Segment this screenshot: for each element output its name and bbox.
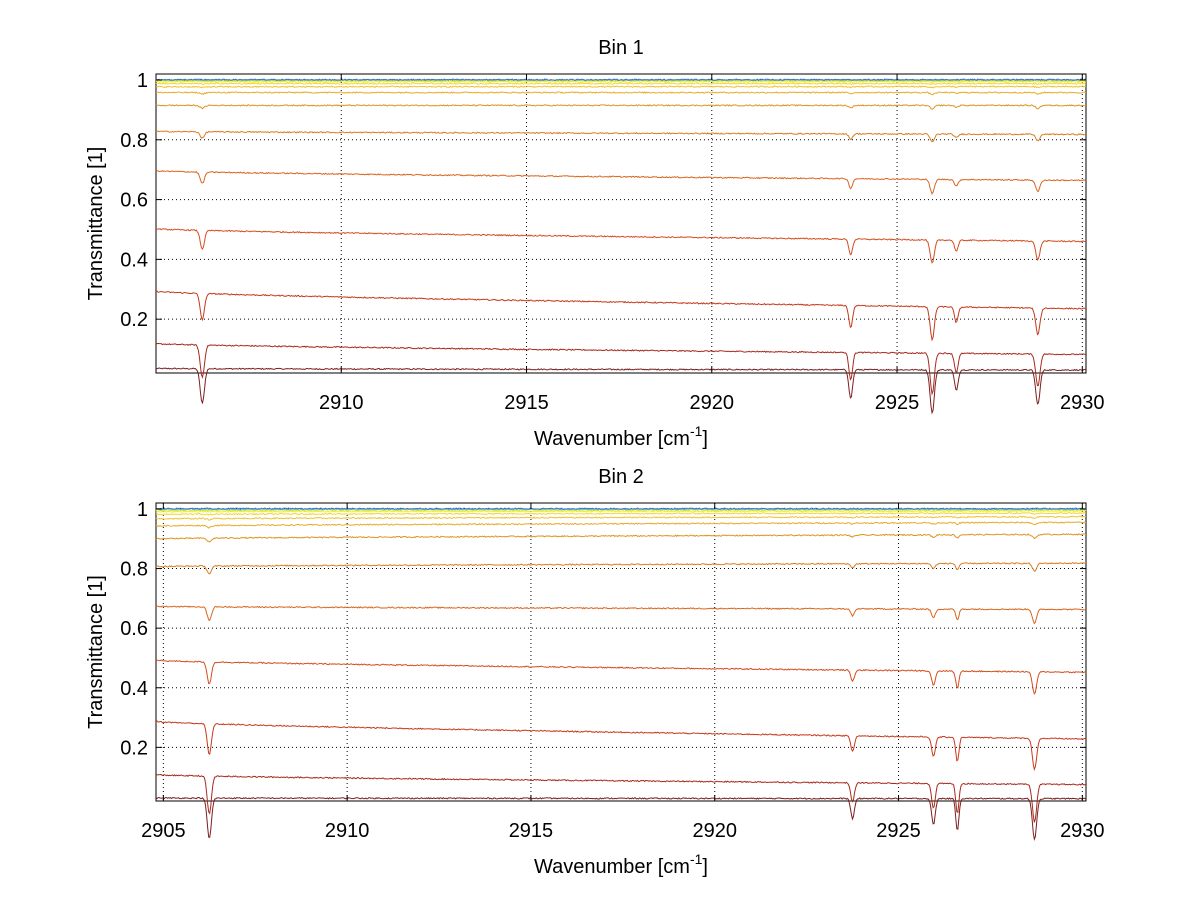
- series-line-8: [155, 91, 1087, 96]
- series-line-5: [155, 169, 1087, 196]
- series-line-1: [155, 796, 1087, 841]
- y-tick-label: 0.2: [120, 737, 148, 759]
- subplot-2: 2905 2910 2915 2920 2925 2930 0.2 0.4 0.6 0.8 1 Bin…: [85, 466, 1105, 878]
- y-tick-label: 1: [137, 499, 148, 521]
- x-tick-label: 2915: [509, 820, 554, 842]
- y-tick-label: 0.8: [120, 559, 148, 581]
- x-axis-label: Wavenumber [cm-1]: [534, 851, 708, 878]
- y-tick-label: 0.8: [120, 130, 148, 152]
- series-line-6: [155, 130, 1087, 143]
- x-tick-label: 2930: [1060, 820, 1105, 842]
- series-line-3: [155, 290, 1087, 342]
- y-axis-label: Transmittance [1]: [85, 575, 107, 729]
- series-line-8: [155, 521, 1087, 529]
- series-line-9: [155, 85, 1087, 89]
- series-line-3: [155, 720, 1087, 772]
- series-line-9: [155, 515, 1087, 521]
- series-line-10: [155, 512, 1087, 516]
- series-line-5: [155, 605, 1087, 625]
- x-tick-label: 2930: [1060, 392, 1105, 414]
- x-tick-label: 2910: [325, 820, 370, 842]
- series-line-2: [155, 774, 1087, 823]
- series-line-6: [155, 562, 1087, 575]
- series-line-2: [155, 342, 1087, 396]
- series-line-4: [155, 228, 1087, 264]
- x-tick-label: 2905: [141, 820, 186, 842]
- x-tick-label: 2920: [692, 820, 737, 842]
- x-tick-label: 2920: [690, 392, 735, 414]
- y-tick-label: 0.2: [120, 309, 148, 331]
- series-line-11: [155, 80, 1087, 84]
- x-tick-label: 2910: [319, 392, 364, 414]
- plot-area: [155, 502, 1087, 802]
- chart-title: Bin 2: [598, 466, 644, 488]
- series-line-1: [155, 367, 1087, 415]
- plot-area: [155, 73, 1087, 374]
- y-tick-label: 0.6: [120, 190, 148, 212]
- x-axis-label: Wavenumber [cm-1]: [534, 423, 708, 450]
- y-axis-label: Transmittance [1]: [85, 147, 107, 301]
- x-tick-label: 2915: [504, 392, 549, 414]
- subplot-1: 2910 2915 2920 2925 2930 0.2 0.4 0.6 0.8 1 Bin 1 Wa…: [85, 37, 1105, 450]
- series-line-7: [155, 104, 1087, 110]
- series-line-14: [155, 507, 1087, 510]
- series-line-4: [155, 659, 1087, 695]
- x-tick-label: 2925: [876, 820, 921, 842]
- y-tick-label: 0.6: [120, 618, 148, 640]
- x-tick-label: 2925: [875, 392, 920, 414]
- series-line-10: [155, 82, 1087, 86]
- chart-title: Bin 1: [598, 37, 644, 59]
- y-tick-label: 0.4: [120, 678, 148, 700]
- y-tick-label: 0.4: [120, 249, 148, 271]
- series-line-14: [155, 78, 1087, 81]
- series-line-11: [155, 509, 1087, 513]
- y-tick-label: 1: [137, 70, 148, 92]
- series-line-7: [155, 533, 1087, 543]
